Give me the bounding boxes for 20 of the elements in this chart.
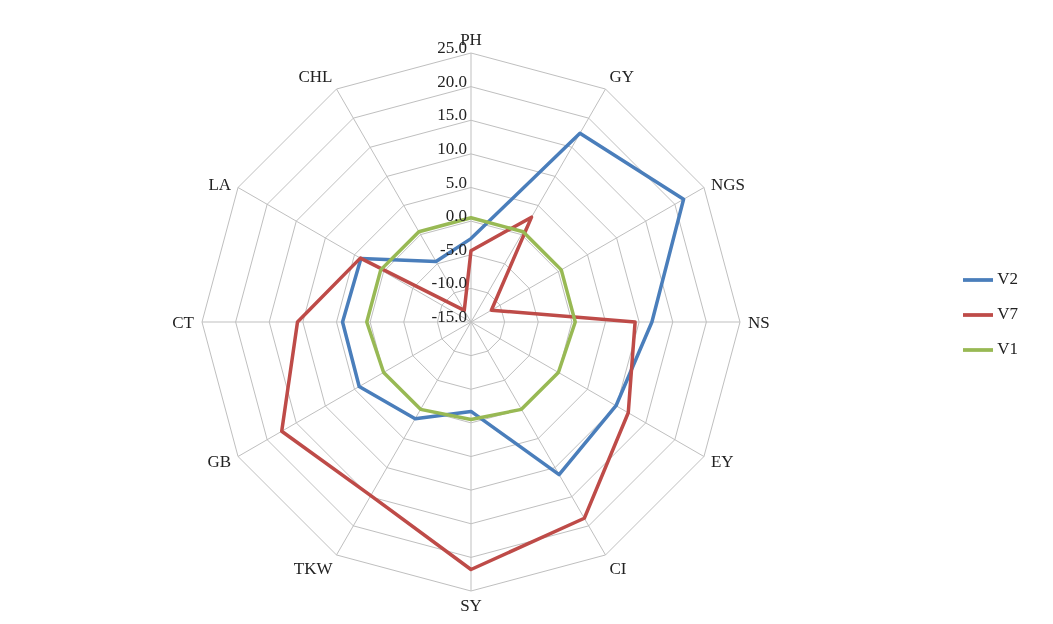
spoke-label: LA <box>208 174 232 194</box>
legend-label: V1 <box>997 338 1018 358</box>
y-tick-label: 10.0 <box>437 138 467 158</box>
spoke-label: CHL <box>298 67 333 87</box>
spoke-label: CT <box>172 313 195 333</box>
spoke-label: NGS <box>710 174 745 194</box>
spoke-label: EY <box>710 451 734 471</box>
legend-label: V2 <box>997 268 1018 288</box>
y-tick-label: 15.0 <box>437 105 467 125</box>
spoke-label: CI <box>609 558 627 578</box>
spoke-label: GB <box>207 451 232 471</box>
y-tick-label: -15.0 <box>431 307 467 326</box>
y-tick-label: 5.0 <box>445 172 467 192</box>
y-tick-label: 20.0 <box>437 71 467 91</box>
spoke-label: NS <box>748 313 770 333</box>
spoke-label: GY <box>609 67 635 87</box>
legend-label: V7 <box>997 303 1018 323</box>
spoke-label: TKW <box>293 558 334 578</box>
spoke-label: SY <box>460 596 482 616</box>
y-tick-label: 0.0 <box>445 206 467 226</box>
